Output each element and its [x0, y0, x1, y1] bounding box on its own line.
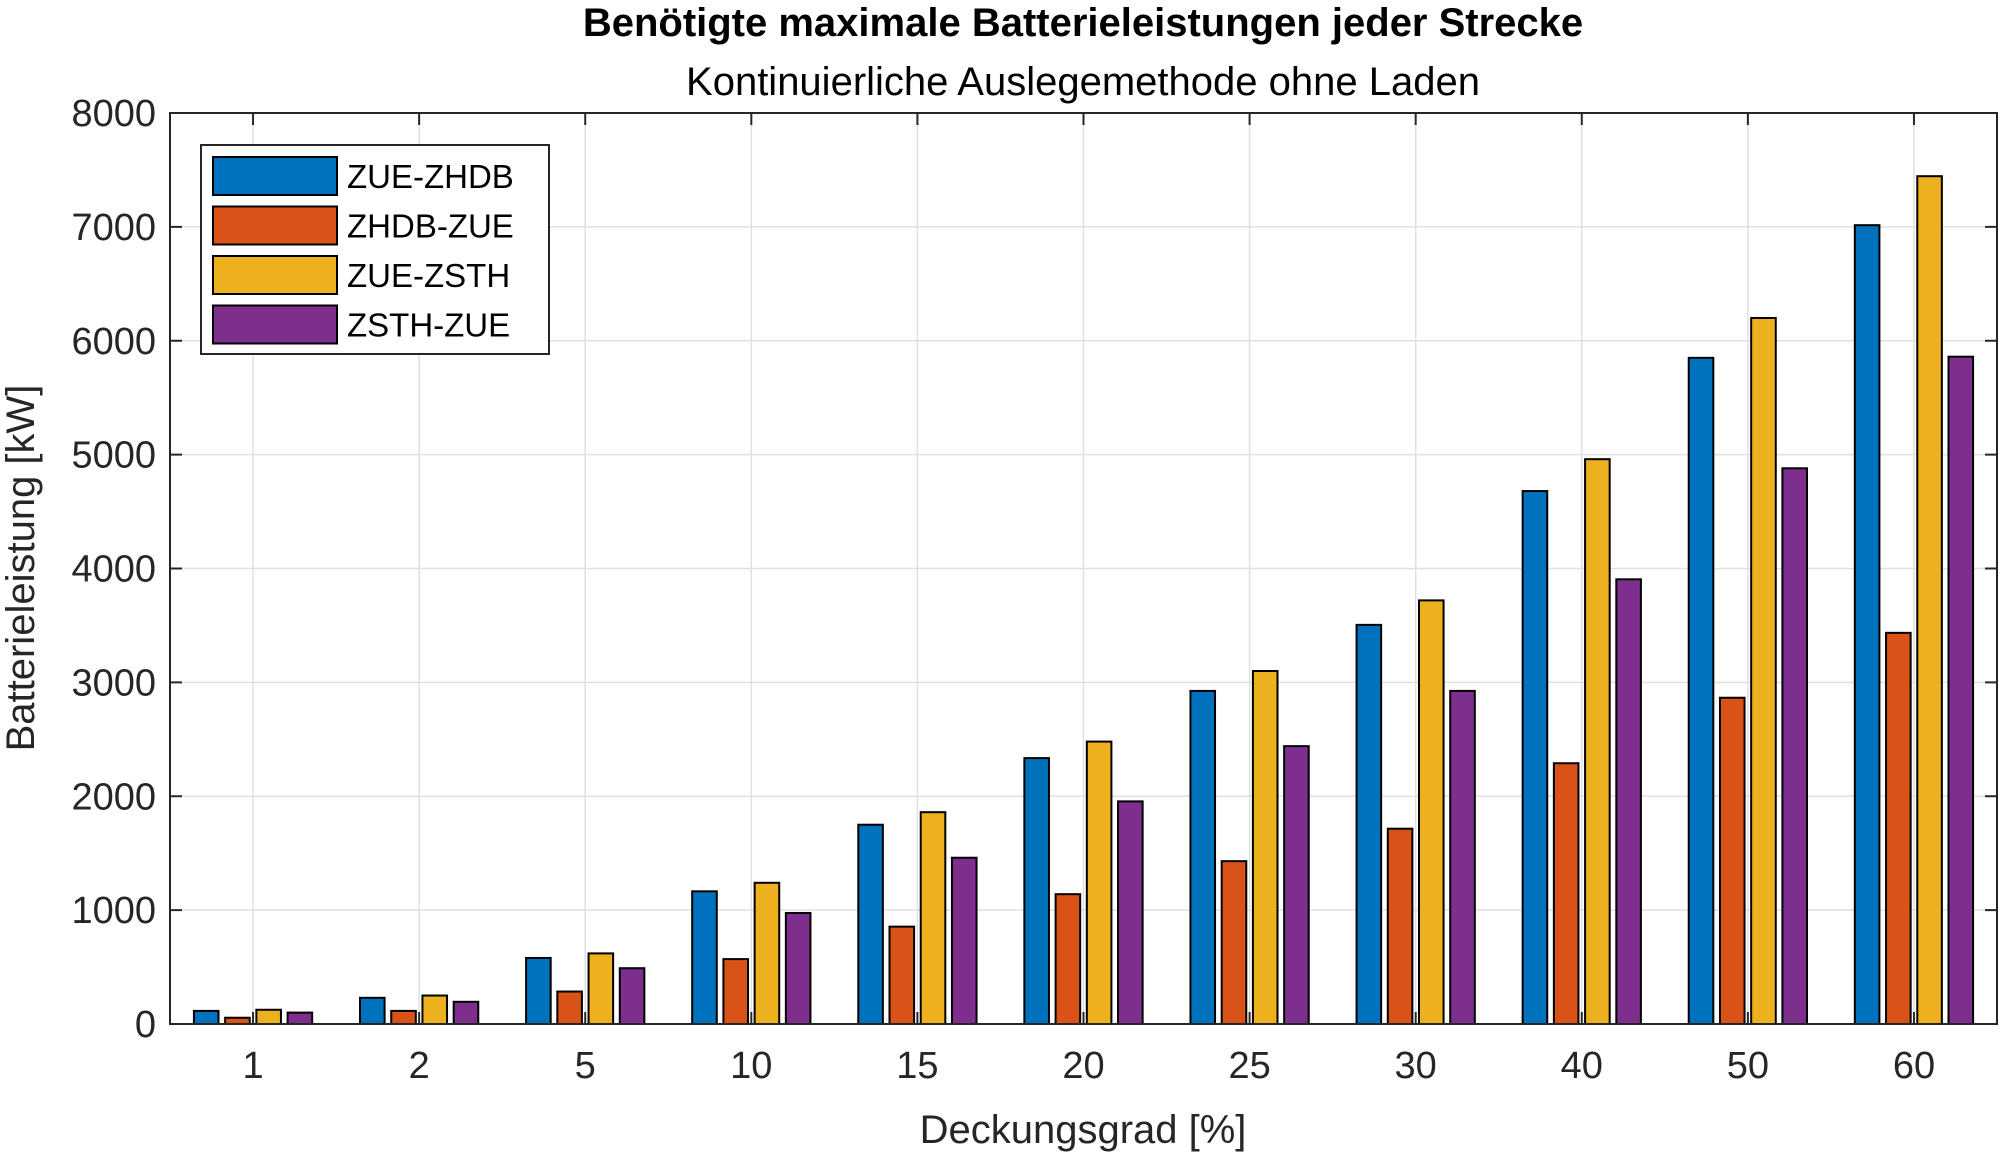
- bar-zue-zhdb-10: [691, 890, 718, 1025]
- bar-zue-zhdb-1: [192, 1009, 220, 1025]
- bar-zsth-zue-5: [618, 967, 646, 1025]
- x-tick-label: 2: [409, 1045, 430, 1087]
- x-tick-label: 20: [1062, 1045, 1104, 1087]
- legend-swatch: [212, 205, 338, 246]
- legend: ZUE-ZHDB ZHDB-ZUE ZUE-ZSTH ZSTH-ZUE: [200, 144, 550, 355]
- bar-zue-zsth-40: [1584, 458, 1611, 1025]
- x-tick-label: 10: [730, 1045, 772, 1087]
- legend-label: ZSTH-ZUE: [347, 307, 510, 344]
- axis-ticks: [170, 112, 1997, 1025]
- bar-zue-zhdb-25: [1189, 689, 1217, 1026]
- bar-zhdb-zue-5: [556, 990, 583, 1026]
- bar-zue-zsth-25: [1251, 669, 1279, 1025]
- bar-zsth-zue-1: [286, 1011, 314, 1025]
- y-tick-labels: 0 1000 2000 3000 4000 5000 6000 7000 8000: [71, 93, 156, 1046]
- x-tick-label: 15: [896, 1045, 938, 1087]
- bar-zue-zhdb-30: [1355, 623, 1383, 1025]
- legend-label: ZHDB-ZUE: [347, 208, 514, 245]
- bar-zsth-zue-20: [1117, 800, 1144, 1026]
- bars-group: [192, 175, 1975, 1026]
- bar-zhdb-zue-10: [722, 958, 749, 1025]
- bar-zue-zhdb-2: [359, 996, 386, 1026]
- y-tick-label: 0: [135, 1004, 156, 1046]
- bar-zhdb-zue-40: [1552, 762, 1580, 1025]
- legend-swatch: [212, 255, 338, 295]
- bar-zue-zsth-1: [255, 1008, 282, 1025]
- x-tick-labels: 1 2 5 10 15 20 25 30 40 50 60: [242, 1045, 1935, 1087]
- bar-zhdb-zue-20: [1054, 893, 1082, 1025]
- y-tick-label: 8000: [71, 93, 156, 135]
- bar-zsth-zue-30: [1449, 689, 1476, 1026]
- y-tick-label: 5000: [71, 435, 156, 477]
- bar-zue-zsth-60: [1916, 175, 1943, 1025]
- x-tick-label: 60: [1893, 1045, 1935, 1087]
- bar-zue-zhdb-20: [1023, 757, 1050, 1025]
- bar-zsth-zue-50: [1781, 467, 1808, 1026]
- bar-zue-zsth-50: [1750, 316, 1777, 1026]
- bar-zsth-zue-60: [1947, 355, 1975, 1025]
- y-axis-label: Batterieleistung [kW]: [0, 385, 43, 752]
- bar-zsth-zue-40: [1615, 578, 1642, 1025]
- x-tick-label: 5: [575, 1045, 596, 1087]
- y-tick-label: 4000: [71, 549, 156, 591]
- bar-zsth-zue-10: [784, 911, 812, 1025]
- x-tick-label: 50: [1727, 1045, 1769, 1087]
- legend-swatch: [212, 304, 338, 345]
- x-tick-label: 30: [1395, 1045, 1437, 1087]
- chart-title: Benötigte maximale Batterieleistungen je…: [583, 1, 1583, 45]
- y-tick-label: 2000: [71, 776, 156, 818]
- bar-zsth-zue-15: [950, 856, 978, 1025]
- y-tick-label: 7000: [71, 207, 156, 249]
- bar-zue-zhdb-15: [857, 823, 884, 1025]
- bar-zhdb-zue-2: [390, 1009, 417, 1025]
- bar-zue-zsth-20: [1085, 740, 1113, 1026]
- bar-zhdb-zue-15: [888, 925, 916, 1026]
- bar-zue-zsth-15: [919, 811, 947, 1025]
- y-tick-label: 3000: [71, 662, 156, 704]
- bar-zue-zsth-5: [587, 952, 615, 1026]
- legend-swatch: [212, 156, 338, 196]
- bar-zue-zsth-30: [1418, 599, 1445, 1025]
- x-tick-label: 40: [1561, 1045, 1603, 1087]
- bar-zue-zhdb-40: [1521, 490, 1549, 1025]
- bar-zhdb-zue-60: [1885, 631, 1912, 1025]
- x-tick-label: 25: [1228, 1045, 1270, 1087]
- y-tick-label: 6000: [71, 321, 156, 363]
- bar-zhdb-zue-50: [1718, 696, 1746, 1025]
- y-tick-label: 1000: [71, 890, 156, 932]
- bar-zsth-zue-2: [452, 1000, 480, 1025]
- bar-zue-zsth-2: [421, 994, 449, 1025]
- x-axis-label: Deckungsgrad [%]: [920, 1108, 1247, 1152]
- chart-subtitle: Kontinuierliche Auslegemethode ohne Lade…: [686, 60, 1480, 104]
- bar-zue-zhdb-50: [1687, 356, 1715, 1025]
- bar-zhdb-zue-30: [1386, 827, 1414, 1025]
- bar-zhdb-zue-25: [1220, 860, 1248, 1025]
- bar-zsth-zue-25: [1283, 745, 1310, 1026]
- bar-zue-zsth-10: [753, 881, 781, 1025]
- bar-zue-zhdb-60: [1853, 224, 1881, 1025]
- x-tick-label: 1: [242, 1045, 263, 1087]
- legend-label: ZUE-ZHDB: [347, 158, 514, 195]
- legend-label: ZUE-ZSTH: [347, 257, 510, 294]
- bar-zue-zhdb-5: [525, 956, 552, 1026]
